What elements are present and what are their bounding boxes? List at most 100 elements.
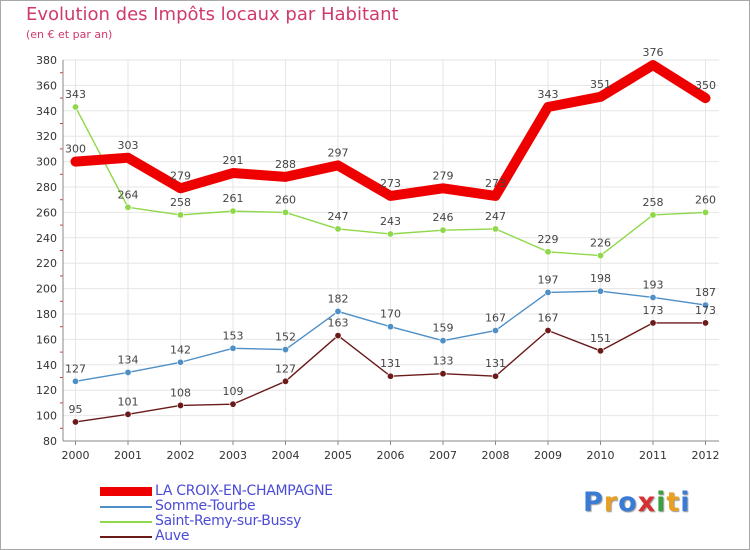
- data-label: 153: [223, 329, 244, 342]
- data-point: [124, 410, 132, 418]
- data-label: 95: [69, 403, 83, 416]
- x-tick-label: 2008: [482, 449, 510, 462]
- y-tick-label: 260: [36, 206, 57, 219]
- logo-letter: o: [618, 487, 638, 518]
- data-point: [649, 293, 657, 301]
- legend-label: Auve: [155, 528, 190, 544]
- x-tick-label: 2007: [429, 449, 457, 462]
- x-tick-label: 2000: [62, 449, 90, 462]
- y-tick-label: 180: [36, 308, 57, 321]
- y-tick-label: 380: [36, 54, 57, 67]
- y-tick-label: 140: [36, 359, 57, 372]
- data-point: [386, 323, 394, 331]
- data-label: 151: [590, 332, 611, 345]
- data-point: [281, 377, 289, 385]
- data-label: 246: [433, 211, 454, 224]
- data-point: [281, 208, 289, 216]
- data-point: [439, 370, 447, 378]
- x-tick-label: 2002: [167, 449, 195, 462]
- y-tick-label: 320: [36, 130, 57, 143]
- data-point: [544, 327, 552, 335]
- data-label: 226: [590, 237, 611, 250]
- data-label: 343: [65, 88, 86, 101]
- y-tick-label: 160: [36, 333, 57, 346]
- data-point: [491, 327, 499, 335]
- chart-title: Evolution des Impôts locaux par Habitant: [26, 4, 399, 25]
- data-label: 288: [275, 158, 296, 171]
- data-point: [72, 418, 80, 426]
- x-tick-label: 2006: [377, 449, 405, 462]
- data-label: 279: [170, 169, 191, 182]
- data-point: [177, 211, 185, 219]
- data-label: 279: [433, 169, 454, 182]
- data-label: 351: [590, 78, 611, 91]
- data-point: [72, 377, 80, 385]
- data-point: [596, 287, 604, 295]
- y-tick-label: 360: [36, 79, 57, 92]
- data-point: [596, 252, 604, 260]
- data-label: 264: [118, 188, 139, 201]
- data-point: [124, 203, 132, 211]
- data-label: 243: [380, 215, 401, 228]
- proxiti-logo: Proxiti: [583, 487, 691, 518]
- data-label: 187: [695, 286, 716, 299]
- y-tick-label: 280: [36, 181, 57, 194]
- data-point: [177, 401, 185, 409]
- logo-letter: i: [656, 487, 667, 518]
- data-point: [701, 319, 709, 327]
- data-label: 258: [643, 196, 664, 209]
- data-label: 134: [118, 353, 139, 366]
- y-tick-label: 220: [36, 257, 57, 270]
- data-point: [596, 347, 604, 355]
- series-line: [70, 60, 711, 201]
- logo-letter: x: [637, 487, 657, 518]
- data-label: 260: [695, 193, 716, 206]
- x-tick-label: 2001: [114, 449, 142, 462]
- y-tick-label: 240: [36, 232, 57, 245]
- data-point: [334, 225, 342, 233]
- data-point: [281, 346, 289, 354]
- data-label: 109: [223, 385, 244, 398]
- data-label: 258: [170, 196, 191, 209]
- data-label: 247: [328, 210, 349, 223]
- data-point: [334, 307, 342, 315]
- legend-swatch: [100, 536, 152, 538]
- legend-swatch: [100, 487, 152, 496]
- x-tick-label: 2011: [639, 449, 667, 462]
- y-tick-label: 80: [43, 435, 57, 448]
- data-label: 198: [590, 272, 611, 285]
- data-label: 247: [485, 210, 506, 223]
- data-point: [386, 372, 394, 380]
- data-label: 131: [485, 357, 506, 370]
- data-point: [177, 358, 185, 366]
- data-label: 133: [433, 355, 454, 368]
- data-point: [649, 319, 657, 327]
- data-label: 159: [433, 322, 454, 335]
- data-point: [72, 103, 80, 111]
- data-label: 108: [170, 386, 191, 399]
- data-label: 291: [223, 154, 244, 167]
- logo-letter: t: [666, 487, 681, 518]
- data-label: 101: [118, 395, 139, 408]
- data-point: [649, 211, 657, 219]
- data-label: 261: [223, 192, 244, 205]
- legend-swatch: [100, 506, 152, 508]
- data-label: 167: [538, 312, 559, 325]
- data-label: 229: [538, 233, 559, 246]
- data-point: [229, 400, 237, 408]
- data-point: [544, 248, 552, 256]
- data-point: [439, 226, 447, 234]
- data-label: 163: [328, 317, 349, 330]
- legend-label: Saint-Remy-sur-Bussy: [155, 513, 302, 529]
- data-label: 297: [328, 146, 349, 159]
- data-point: [124, 368, 132, 376]
- data-label: 167: [485, 312, 506, 325]
- data-label: 273: [380, 177, 401, 190]
- data-label: 273: [485, 177, 506, 190]
- data-label: 193: [643, 278, 664, 291]
- data-label: 170: [380, 308, 401, 321]
- data-point: [544, 288, 552, 296]
- logo-letter: i: [680, 487, 691, 518]
- data-label: 142: [170, 343, 191, 356]
